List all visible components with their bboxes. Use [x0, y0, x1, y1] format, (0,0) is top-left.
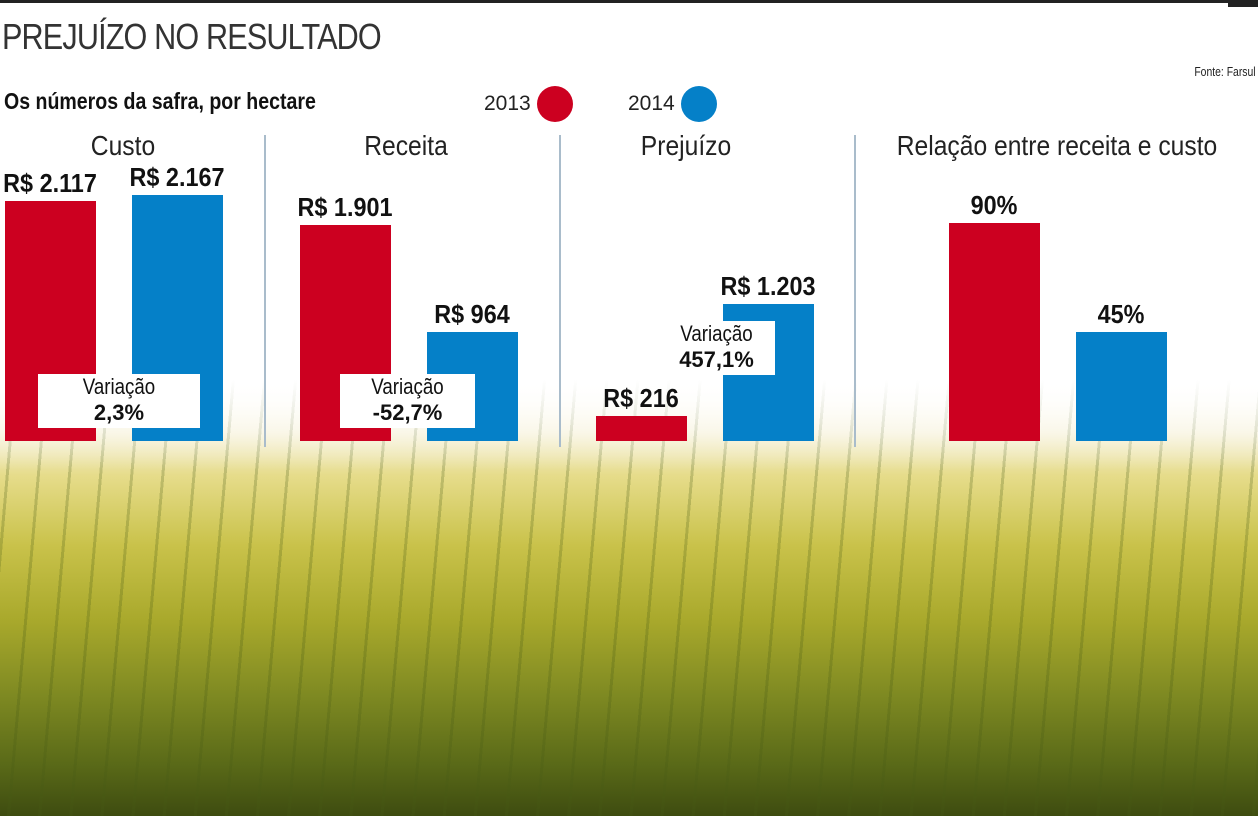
variation-value: 2,3%: [93, 400, 145, 425]
value-label-relacao-2013: 90%: [970, 190, 1018, 221]
panel-title-receita: Receita: [364, 130, 448, 161]
panel-title-prejuizo: Prejuízo: [640, 130, 732, 161]
value-label-receita-2014: R$ 964: [434, 298, 510, 329]
legend-2013: 2013: [484, 86, 573, 122]
panel-divider: [264, 135, 266, 447]
bar-relacao-2013: [949, 223, 1040, 441]
value-label-custo-2013: R$ 2.117: [3, 167, 97, 198]
legend-label-2014: 2014: [628, 92, 675, 115]
variation-value: 457,1%: [679, 347, 754, 372]
variation-label: Variação: [371, 374, 444, 399]
chart-subtitle: Os números da safra, por hectare: [4, 88, 316, 114]
chart-title: PREJUÍZO NO RESULTADO: [2, 16, 382, 57]
variation-value: -52,7%: [372, 400, 443, 425]
bar-relacao-2014: [1076, 332, 1167, 441]
top-rule-block: [1228, 0, 1258, 7]
variation-label: Variação: [82, 374, 156, 399]
panel-divider: [854, 135, 856, 447]
legend-swatch-2014: [680, 86, 717, 122]
value-label-relacao-2014: 45%: [1097, 299, 1145, 330]
bar-prejuizo-2013: [596, 416, 687, 441]
wheat-field-background: [0, 380, 1258, 816]
legend-swatch-2013: [536, 86, 573, 122]
value-label-receita-2013: R$ 1.901: [297, 192, 393, 223]
source-note: Fonte: Farsul: [1194, 64, 1256, 79]
legend-2014: 2014: [628, 86, 717, 122]
legend-label-2013: 2013: [484, 92, 531, 115]
variation-box-custo: Variação 2,3%: [38, 374, 200, 428]
panel-title-relacao: Relação entre receita e custo: [896, 130, 1218, 161]
panel-title-custo: Custo: [90, 130, 156, 161]
variation-label: Variação: [680, 321, 753, 346]
panel-divider: [559, 135, 561, 447]
variation-box-prejuizo: Variação 457,1%: [658, 321, 775, 375]
value-label-custo-2014: R$ 2.167: [129, 162, 225, 193]
variation-box-receita: Variação -52,7%: [340, 374, 475, 428]
top-rule: [0, 0, 1258, 3]
value-label-prejuizo-2013: R$ 216: [603, 383, 679, 414]
value-label-prejuizo-2014: R$ 1.203: [720, 271, 816, 302]
